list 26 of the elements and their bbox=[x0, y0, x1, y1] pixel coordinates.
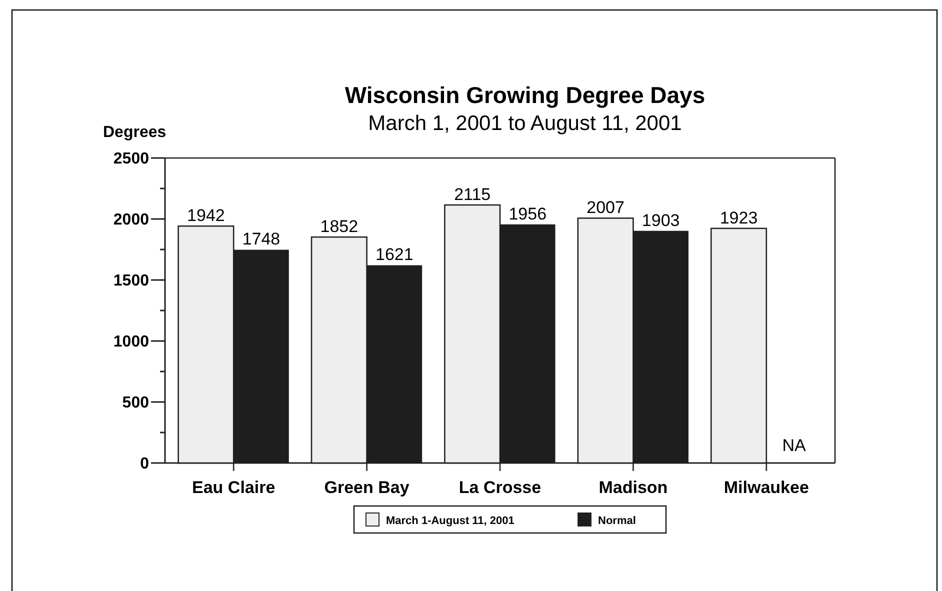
chart-subtitle: March 1, 2001 to August 11, 2001 bbox=[368, 112, 682, 135]
data-label: 1956 bbox=[508, 204, 547, 224]
x-tick-label: Milwaukee bbox=[724, 478, 809, 497]
data-label: 1852 bbox=[320, 217, 358, 236]
chart-title: Wisconsin Growing Degree Days bbox=[344, 82, 706, 108]
y-tick-label: 1000 bbox=[113, 334, 150, 351]
data-label: 1942 bbox=[187, 206, 225, 226]
data-label: 2115 bbox=[454, 184, 491, 204]
y-tick-label: 2000 bbox=[113, 212, 150, 229]
y-tick-label: 0 bbox=[140, 456, 150, 473]
x-tick-label: La Crosse bbox=[458, 478, 542, 497]
legend-label: Normal bbox=[598, 515, 636, 527]
data-label: 2007 bbox=[586, 198, 624, 218]
x-tick-label: Green Bay bbox=[324, 478, 410, 497]
x-tick-label: Eau Claire bbox=[192, 478, 276, 497]
text: NA bbox=[782, 436, 806, 455]
y-axis-title: Degrees bbox=[103, 124, 166, 141]
legend-label: March 1-August 11, 2001 bbox=[386, 515, 514, 527]
data-label: 1621 bbox=[376, 245, 414, 264]
data-label: 1903 bbox=[642, 210, 680, 230]
x-tick-label: Madison bbox=[598, 478, 668, 497]
y-tick-label: 1500 bbox=[113, 272, 150, 290]
data-label: 1923 bbox=[720, 208, 758, 228]
data-label: 1748 bbox=[242, 230, 280, 249]
y-tick-label: 500 bbox=[122, 394, 150, 412]
y-tick-label: 2500 bbox=[113, 150, 150, 168]
